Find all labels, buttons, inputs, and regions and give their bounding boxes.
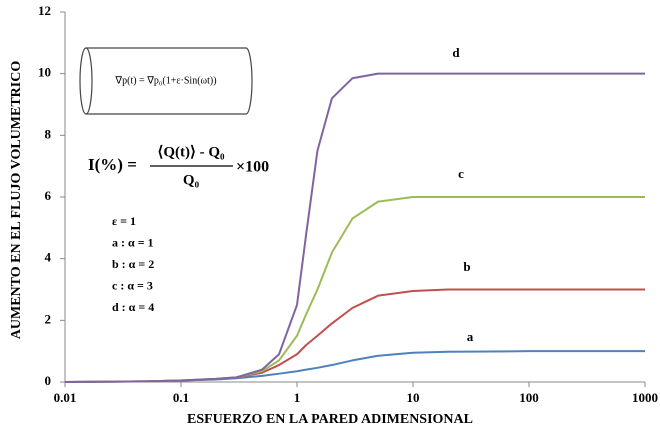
x-axis-label: ESFUERZO EN LA PARED ADIMENSIONAL xyxy=(187,412,473,427)
series-line xyxy=(65,351,645,382)
chart: ESFUERZO EN LA PARED ADIMENSIONAL AUMENT… xyxy=(0,0,660,430)
y-axis-label: AUMENTO EN EL FLUJO VOLUMETRICO xyxy=(9,61,24,340)
formula-multiplier: ×100 xyxy=(236,159,269,176)
y-tick-label: 0 xyxy=(45,373,52,388)
y-tick-label: 6 xyxy=(45,188,52,203)
parameter-label: ε = 1 xyxy=(112,214,136,228)
series-label: c xyxy=(458,166,464,181)
series-line xyxy=(65,74,645,382)
x-tick-label: 100 xyxy=(519,390,539,405)
x-tick-label: 1 xyxy=(294,390,301,405)
parameter-label: b : α = 2 xyxy=(112,257,154,271)
y-tick-label: 8 xyxy=(45,126,52,141)
y-tick-label: 12 xyxy=(38,3,51,18)
parameter-label: d : α = 4 xyxy=(112,300,154,314)
parameter-label: a : α = 1 xyxy=(112,235,154,249)
x-tick-label: 1000 xyxy=(632,390,658,405)
formula-numerator: ⟨Q(t)⟩ - Q₀ xyxy=(157,144,225,160)
series-label: b xyxy=(463,259,470,274)
x-tick-label: 0.01 xyxy=(54,390,77,405)
y-tick-label: 4 xyxy=(45,250,52,265)
y-tick-label: 10 xyxy=(38,65,51,80)
pipe: ∇p(t) = ∇p₀(1+ε·Sin(ωt)) xyxy=(80,48,252,114)
parameter-label: c : α = 3 xyxy=(112,278,153,292)
formula-lhs: I(%) = xyxy=(88,155,137,174)
series-label: a xyxy=(467,329,474,344)
x-tick-label: 0.1 xyxy=(173,390,189,405)
formula-denominator: Q₀ xyxy=(183,172,200,188)
x-tick-label: 10 xyxy=(407,390,420,405)
series-label: d xyxy=(452,45,460,60)
y-tick-label: 2 xyxy=(45,311,52,326)
pipe-equation: ∇p(t) = ∇p₀(1+ε·Sin(ωt)) xyxy=(114,75,216,86)
